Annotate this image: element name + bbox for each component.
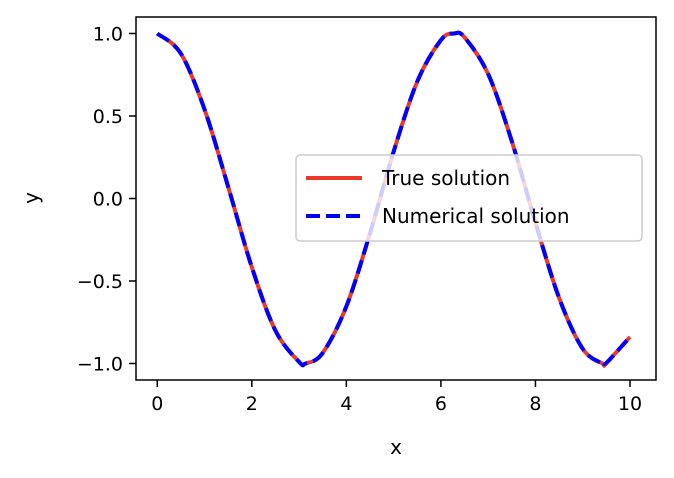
series-line-numerical-solution: [155, 30, 632, 368]
plot-frame: [135, 16, 657, 381]
x-tick-label: 4: [340, 393, 352, 415]
y-tick-label: −0.5: [77, 271, 123, 293]
y-tick-label: −1.0: [77, 354, 123, 376]
y-tick-label: 1.0: [93, 24, 123, 46]
legend-label: True solution: [381, 166, 510, 190]
y-tick-label: 0.0: [93, 189, 123, 211]
x-tick-label: 10: [618, 393, 642, 415]
y-tick-label: 0.5: [93, 106, 123, 128]
y-axis-label: y: [19, 192, 43, 204]
x-tick-label: 8: [529, 393, 541, 415]
series-layer: [155, 30, 632, 368]
x-tick-label: 2: [246, 393, 258, 415]
ticks-layer: 0 2 4 6 8 10 −1.0 −0.5 0.0 0.5 1.0: [77, 24, 642, 416]
legend-box: [295, 154, 643, 242]
legend-label: Numerical solution: [382, 204, 570, 228]
legend: True solution Numerical solution: [295, 154, 643, 242]
x-axis-label: x: [390, 435, 402, 459]
x-tick-label: 6: [435, 393, 447, 415]
x-tick-label: 0: [151, 393, 163, 415]
